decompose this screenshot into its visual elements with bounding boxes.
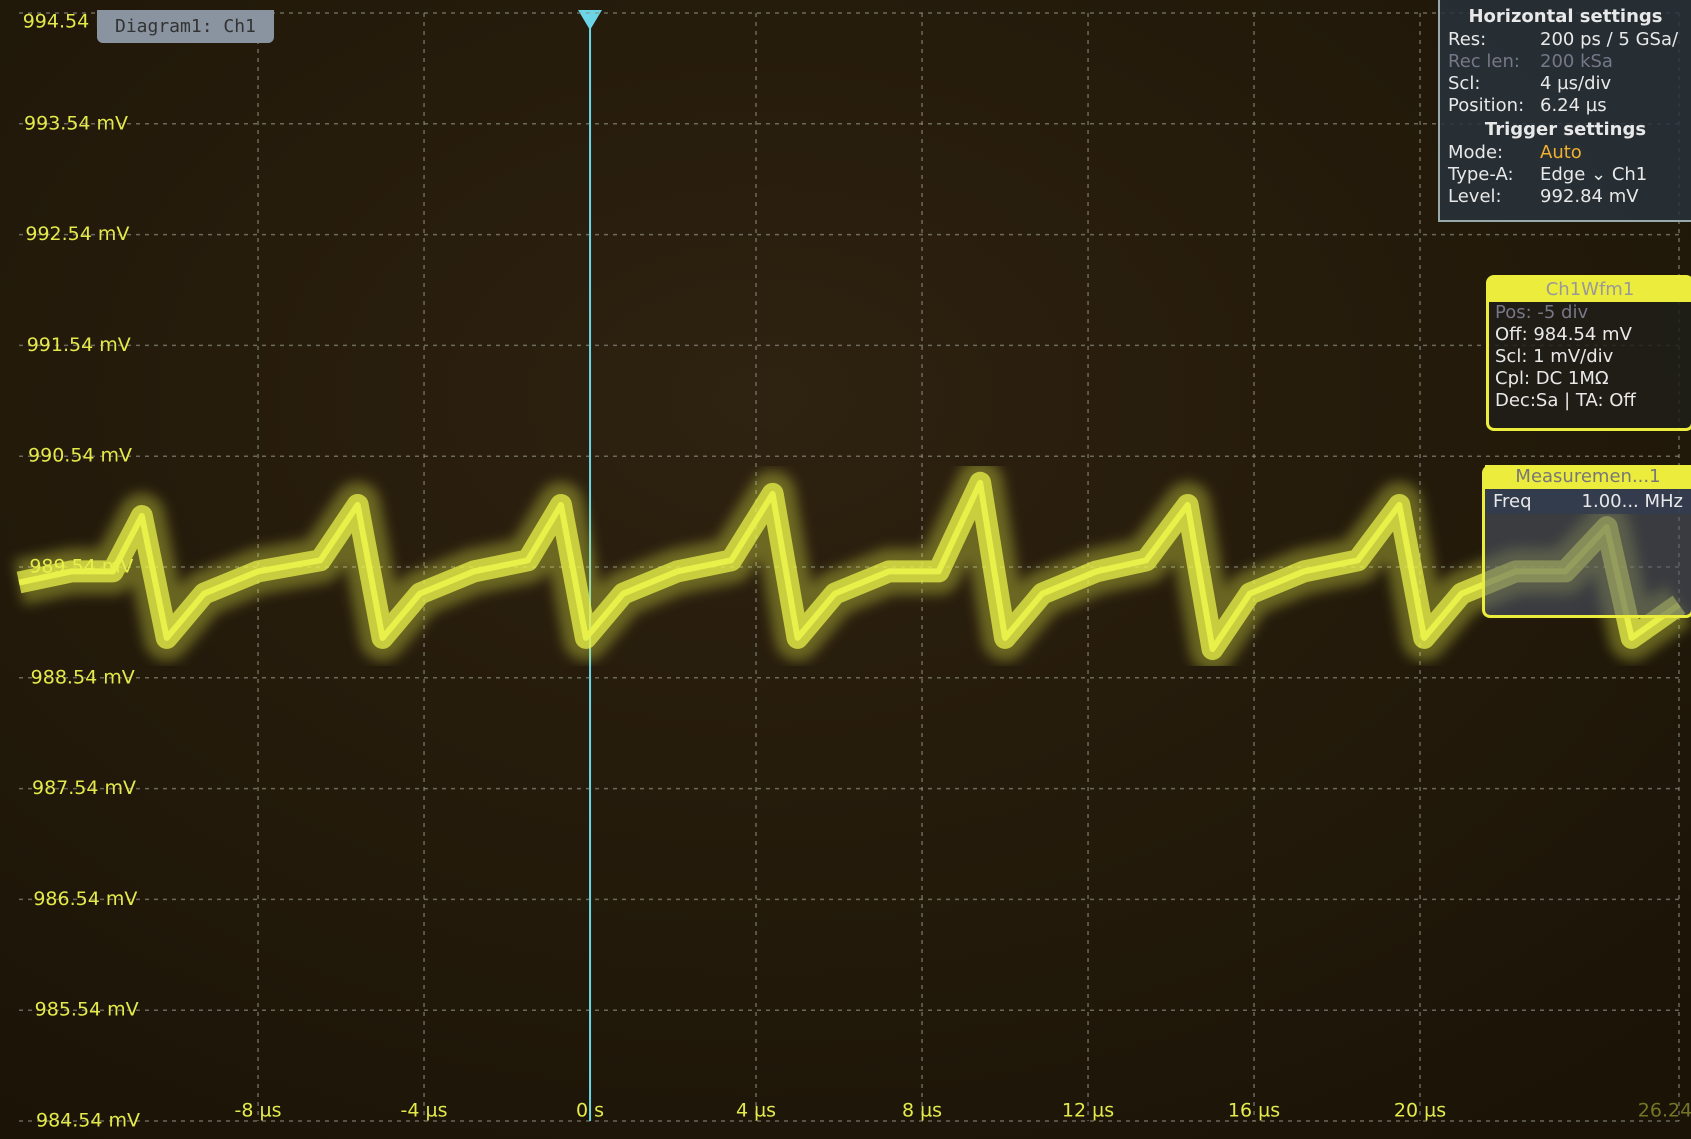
panel-title: Measuremen...1 bbox=[1485, 465, 1691, 489]
measurement-label: Freq bbox=[1493, 491, 1532, 512]
rows: Mode: Auto Type-A: Edge ⌄ Ch1 Level: 992.84 m… bbox=[1448, 142, 1683, 208]
settings-panel[interactable]: Horizontal settings Res: 200 ps / 5 GSa/R… bbox=[1438, 0, 1691, 222]
settings-row: Res: 200 ps / 5 GSa/ bbox=[1448, 29, 1683, 51]
setting-key: Type-A: bbox=[1448, 164, 1514, 185]
setting-value: Edge ⌄ Ch1 bbox=[1540, 164, 1648, 185]
settings-row: Position: 6.24 µs bbox=[1448, 95, 1683, 117]
measurement-value: 1.00... MHz bbox=[1581, 491, 1683, 512]
waveform-setting: Cpl: DC 1MΩ bbox=[1489, 368, 1691, 390]
waveform-setting: Pos: -5 div bbox=[1489, 302, 1691, 324]
waveform-setting-text: Dec:Sa | TA: Off bbox=[1495, 390, 1636, 411]
y-tick-label: 988.54 mV bbox=[31, 666, 135, 688]
diagram-tab[interactable]: Diagram1: Ch1 bbox=[97, 10, 274, 43]
x-tick-label: 8 µs bbox=[902, 1100, 942, 1122]
waveform bbox=[18, 479, 1681, 652]
setting-value: 992.84 mV bbox=[1540, 186, 1639, 207]
panel-title: Horizontal settings bbox=[1468, 6, 1663, 27]
y-tick-label: 990.54 mV bbox=[28, 445, 132, 467]
settings-row: Mode: Auto bbox=[1448, 142, 1683, 164]
x-tick-label: -8 µs bbox=[235, 1100, 282, 1122]
y-tick-label: 992.54 mV bbox=[25, 223, 129, 245]
waveform-setting-text: Cpl: DC 1MΩ bbox=[1495, 368, 1609, 389]
y-tick-label: 985.54 mV bbox=[35, 999, 139, 1021]
waveform-setting: Off: 984.54 mV bbox=[1489, 324, 1691, 346]
setting-key: Position: bbox=[1448, 95, 1525, 116]
waveform-panel[interactable]: Ch1Wfm1 Pos: -5 div Off: 984.54 mV Scl: 1 … bbox=[1486, 275, 1691, 431]
setting-key: Scl: bbox=[1448, 73, 1481, 94]
setting-value: 4 µs/div bbox=[1540, 73, 1612, 94]
waveform-setting-text: Off: 984.54 mV bbox=[1495, 324, 1632, 345]
settings-row: Level: 992.84 mV bbox=[1448, 186, 1683, 208]
y-tick-label: 987.54 mV bbox=[32, 777, 136, 799]
waveform-setting: Scl: 1 mV/div bbox=[1489, 346, 1691, 368]
settings-row: Rec len: 200 kSa bbox=[1448, 51, 1683, 73]
x-tick-label: 16 µs bbox=[1228, 1100, 1280, 1122]
x-tick-label: 12 µs bbox=[1062, 1100, 1114, 1122]
waveform-setting-text: Scl: 1 mV/div bbox=[1495, 346, 1614, 367]
setting-value: Auto bbox=[1540, 142, 1582, 163]
waveform-setting: Dec:Sa | TA: Off bbox=[1489, 390, 1691, 412]
setting-value: 6.24 µs bbox=[1540, 95, 1607, 116]
panel-title: Ch1Wfm1 bbox=[1489, 278, 1691, 302]
measurement-panel[interactable]: Measuremen...1 Freq 1.00... MHz bbox=[1482, 465, 1691, 618]
y-tick-label: 984.54 mV bbox=[36, 1110, 140, 1132]
panel-title: Trigger settings bbox=[1484, 119, 1647, 140]
rows: Pos: -5 div Off: 984.54 mV Scl: 1 mV/div Cp… bbox=[1489, 302, 1691, 412]
waveform-setting-text: Pos: -5 div bbox=[1495, 302, 1589, 323]
setting-key: Level: bbox=[1448, 186, 1502, 207]
setting-key: Rec len: bbox=[1448, 51, 1520, 72]
measurement-row: Freq 1.00... MHz bbox=[1485, 489, 1691, 514]
settings-row: Scl: 4 µs/div bbox=[1448, 73, 1683, 95]
y-tick-label: 993.54 mV bbox=[24, 112, 128, 134]
rows: Res: 200 ps / 5 GSa/Rec len: 200 kSa Scl: 4 … bbox=[1448, 29, 1683, 117]
setting-key: Res: bbox=[1448, 29, 1487, 50]
setting-value: 200 kSa bbox=[1540, 51, 1613, 72]
y-tick-label: 986.54 mV bbox=[33, 888, 137, 910]
y-tick-label: 991.54 mV bbox=[27, 334, 131, 356]
setting-key: Mode: bbox=[1448, 142, 1504, 163]
x-tick-label: 20 µs bbox=[1394, 1100, 1446, 1122]
x-tick-label: 4 µs bbox=[736, 1100, 776, 1122]
settings-row: Type-A: Edge ⌄ Ch1 bbox=[1448, 164, 1683, 186]
setting-value: 200 ps / 5 GSa/ bbox=[1540, 29, 1679, 50]
x-tick-label: 26.24 µs bbox=[1638, 1100, 1691, 1122]
x-tick-label: -4 µs bbox=[401, 1100, 448, 1122]
